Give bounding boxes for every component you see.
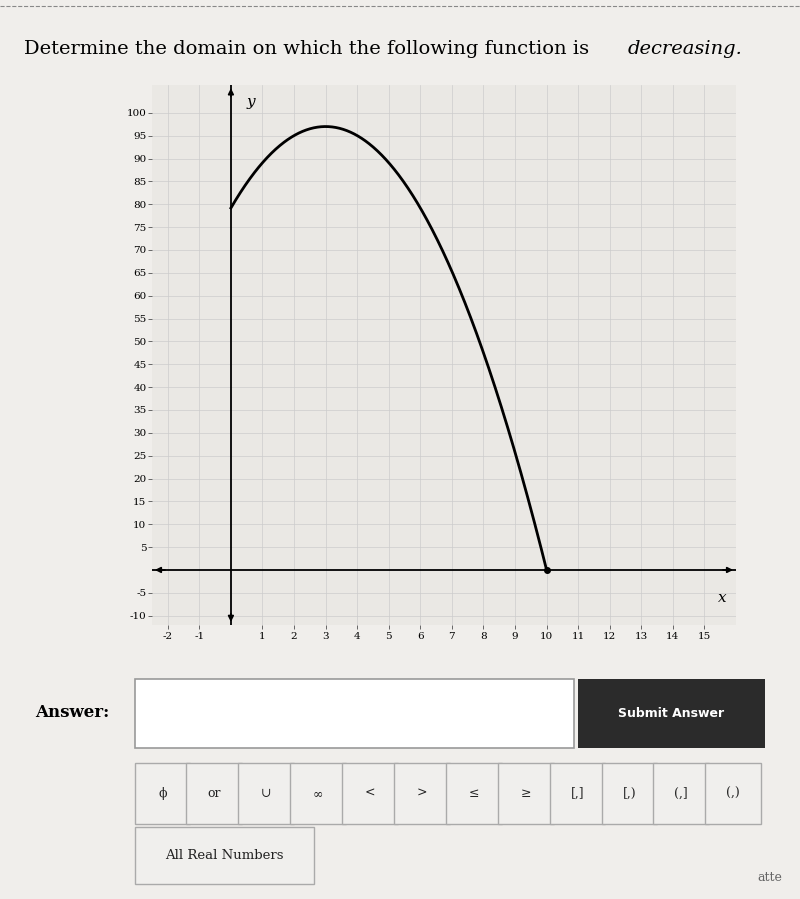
Text: [,]: [,]	[570, 788, 584, 800]
FancyBboxPatch shape	[134, 679, 574, 748]
FancyBboxPatch shape	[394, 762, 450, 824]
FancyBboxPatch shape	[550, 762, 606, 824]
Text: ∪: ∪	[261, 788, 271, 800]
Text: [,): [,)	[622, 788, 636, 800]
FancyBboxPatch shape	[446, 762, 502, 824]
FancyBboxPatch shape	[654, 762, 709, 824]
FancyBboxPatch shape	[134, 762, 190, 824]
Text: y: y	[246, 94, 255, 109]
FancyBboxPatch shape	[238, 762, 294, 824]
FancyBboxPatch shape	[186, 762, 242, 824]
Text: atte: atte	[758, 871, 782, 884]
FancyBboxPatch shape	[342, 762, 398, 824]
FancyBboxPatch shape	[578, 679, 765, 748]
Text: x: x	[718, 591, 726, 604]
Text: Answer:: Answer:	[35, 704, 110, 720]
FancyBboxPatch shape	[706, 762, 761, 824]
FancyBboxPatch shape	[602, 762, 658, 824]
Text: <: <	[365, 788, 375, 800]
Text: or: or	[207, 788, 221, 800]
Text: ϕ: ϕ	[158, 788, 166, 800]
Text: Determine the domain on which the following function is: Determine the domain on which the follow…	[24, 40, 595, 58]
FancyBboxPatch shape	[498, 762, 554, 824]
Text: ∞: ∞	[313, 788, 323, 800]
Text: >: >	[417, 788, 427, 800]
FancyBboxPatch shape	[290, 762, 346, 824]
Text: ≥: ≥	[521, 788, 531, 800]
Text: decreasing.: decreasing.	[627, 40, 742, 58]
FancyBboxPatch shape	[134, 827, 314, 884]
Text: ≤: ≤	[469, 788, 479, 800]
Text: (,]: (,]	[674, 788, 688, 800]
Text: All Real Numbers: All Real Numbers	[165, 849, 284, 862]
Text: Submit Answer: Submit Answer	[618, 707, 724, 720]
Text: (,): (,)	[726, 788, 740, 800]
